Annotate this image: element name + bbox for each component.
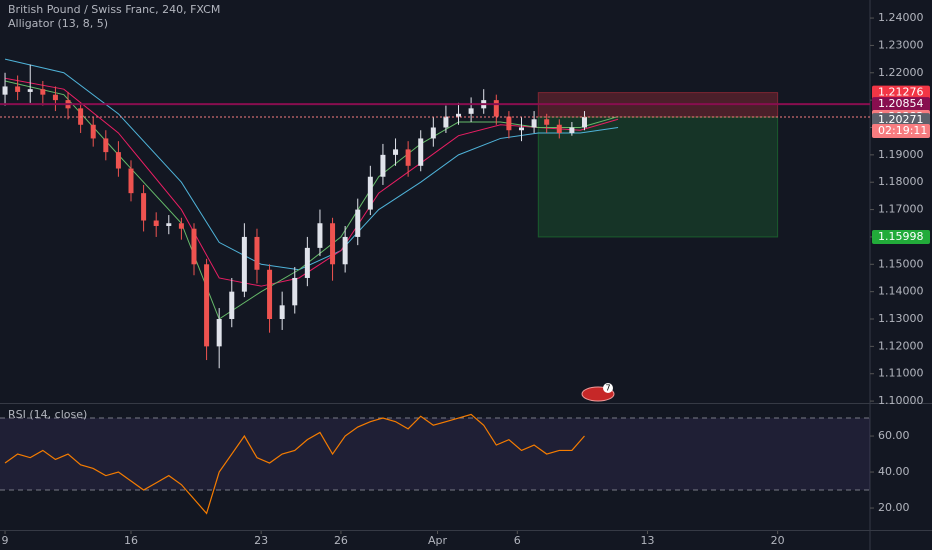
x-tick-label: Apr <box>428 534 448 547</box>
candle-body <box>153 220 159 226</box>
candle-body <box>90 124 96 139</box>
candle-body <box>418 138 424 166</box>
candle-body <box>178 223 184 229</box>
candle-body <box>330 223 336 265</box>
candle-body <box>393 149 399 155</box>
candle-body <box>241 236 247 292</box>
candle-body <box>204 264 210 347</box>
price-label-bg <box>872 97 930 112</box>
x-tick-label: 16 <box>124 534 138 547</box>
candle-body <box>355 209 361 237</box>
x-tick-label: 9 <box>2 534 9 547</box>
rsi-label: RSI (14, close) <box>8 408 87 421</box>
alligator-line <box>4 80 619 320</box>
candle-body <box>304 247 310 278</box>
candle-body <box>15 86 21 92</box>
candle-body <box>279 305 285 320</box>
candle-body <box>380 154 386 177</box>
candle-body <box>430 127 436 139</box>
y-tick-label: 1.11000 <box>878 367 924 380</box>
target-zone <box>537 116 779 238</box>
y-tick-label: 1.24000 <box>878 11 924 24</box>
y-tick-label: 1.17000 <box>878 203 924 216</box>
y-tick-label: 1.18000 <box>878 175 924 188</box>
countdown: 02:19:11 <box>878 124 927 137</box>
countdown-bg <box>872 124 930 139</box>
alligator-line <box>4 77 619 287</box>
candle-body <box>506 116 512 131</box>
candle-body <box>141 193 147 221</box>
indicator-label: Alligator (13, 8, 5) <box>8 17 108 30</box>
candle-body <box>27 89 33 92</box>
candle-body <box>581 117 587 128</box>
x-tick-label: 13 <box>640 534 654 547</box>
candle-body <box>128 168 134 194</box>
candle-body <box>292 277 298 306</box>
candle-body <box>556 124 562 133</box>
candle-body <box>367 176 373 210</box>
plot-layer: 1.240001.230001.220001.210001.200001.190… <box>0 11 930 547</box>
price-label-bg <box>872 229 930 244</box>
price-label: 1.21276 <box>878 86 924 99</box>
event-badge-count-bg <box>603 383 613 393</box>
candle-body <box>531 119 537 128</box>
y-tick-label: 40.00 <box>878 465 910 478</box>
candle-body <box>216 319 222 347</box>
price-label: 1.20271 <box>878 113 924 126</box>
y-tick-label: 1.22000 <box>878 66 924 79</box>
y-tick-label: 1.13000 <box>878 312 924 325</box>
chart-title: British Pound / Swiss Franc, 240, FXCM <box>8 3 220 16</box>
candle-body <box>405 149 411 166</box>
x-tick-label: 23 <box>254 534 268 547</box>
x-tick-label: 26 <box>334 534 348 547</box>
candle-body <box>40 89 46 95</box>
candle-body <box>317 223 323 248</box>
y-tick-label: 1.19000 <box>878 148 924 161</box>
rsi-band-fill <box>0 418 870 491</box>
candle-body <box>166 223 172 226</box>
candle-body <box>342 236 348 265</box>
y-tick-label: 1.23000 <box>878 38 924 51</box>
candle-body <box>456 113 462 117</box>
rsi-line <box>4 413 585 515</box>
price-label-bg <box>872 85 930 100</box>
price-label-bg <box>872 113 930 128</box>
candle-body <box>229 291 235 320</box>
x-tick-label: 20 <box>771 534 785 547</box>
candle-body <box>569 127 575 133</box>
candle-body <box>493 100 499 117</box>
candle-body <box>52 94 58 101</box>
y-tick-label: 1.10000 <box>878 394 924 407</box>
y-tick-label: 1.14000 <box>878 285 924 298</box>
candle-body <box>518 127 524 131</box>
y-tick-label: 1.12000 <box>878 339 924 352</box>
candle-body <box>468 108 474 114</box>
price-label: 1.15998 <box>878 230 924 243</box>
y-tick-label: 1.15000 <box>878 257 924 270</box>
candle-body <box>544 119 550 125</box>
candle-body <box>443 116 449 128</box>
y-tick-label: 60.00 <box>878 429 910 442</box>
candle-body <box>191 228 197 265</box>
event-badge-count: 7 <box>605 384 610 393</box>
price-label: 1.20854 <box>878 97 924 110</box>
candle-body <box>2 86 8 95</box>
x-tick-label: 6 <box>514 534 521 547</box>
candle-body <box>254 236 260 270</box>
y-tick-label: 20.00 <box>878 501 910 514</box>
candle-body <box>103 138 109 153</box>
candle-body <box>115 152 121 169</box>
candle-body <box>267 269 273 320</box>
